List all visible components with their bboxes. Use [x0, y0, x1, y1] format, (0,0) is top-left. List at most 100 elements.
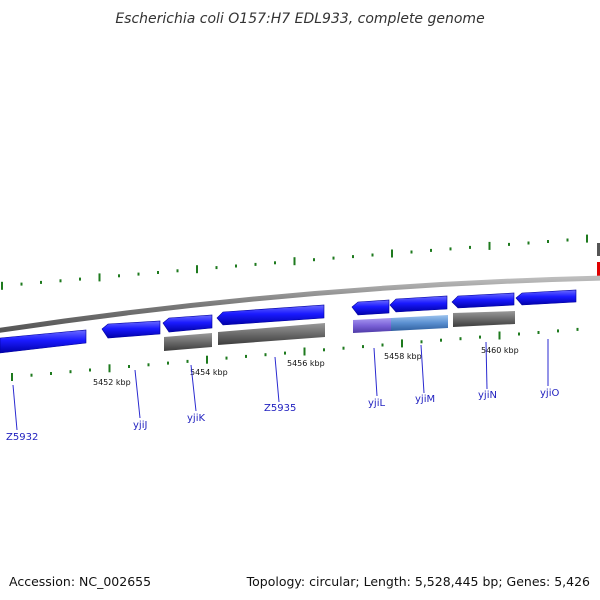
outer-tick-21 — [410, 250, 413, 254]
gene-arrow-yjiL[interactable] — [351, 299, 390, 316]
outer-tick-9 — [176, 269, 179, 273]
gene-label-Z5935[interactable]: Z5935 — [264, 403, 296, 414]
inner-tick-16 — [323, 348, 325, 352]
outer-tick-2 — [40, 280, 42, 284]
gene-label-yjiL[interactable]: yjiL — [368, 398, 385, 409]
outer-tick-3 — [59, 279, 62, 283]
gene-label-yjiM[interactable]: yjiM — [415, 394, 435, 405]
inner-tick-5 — [108, 364, 111, 373]
outer-tick-1 — [20, 282, 23, 286]
inner-tick-15 — [303, 347, 306, 356]
inner-tick-27 — [537, 331, 540, 334]
gene-arrow-yjiM[interactable] — [389, 295, 448, 313]
outer-tick-26 — [508, 242, 510, 246]
inner-tick-4 — [89, 368, 91, 372]
outer-tick-22 — [430, 248, 432, 252]
inner-tick-12 — [245, 354, 247, 358]
map-title: Escherichia coli O157:H7 EDL933, complet… — [115, 11, 484, 27]
inner-tick-9 — [186, 359, 189, 363]
label-line-yjiN — [485, 341, 488, 390]
outer-tick-30 — [586, 234, 588, 243]
gene-arrow-yjiN[interactable] — [451, 292, 515, 309]
label-line-yjiL — [373, 347, 378, 397]
outer-tick-8 — [157, 271, 159, 274]
label-line-yjiK — [190, 364, 197, 412]
outer-tick-24 — [469, 245, 471, 249]
topology-summary: Topology: circular; Length: 5,528,445 bp… — [246, 574, 590, 589]
label-line-yjiM — [420, 344, 425, 394]
scale-label-5454: 5454 kbp — [190, 368, 228, 377]
feature-bar-yjiK[interactable] — [164, 333, 212, 351]
gene-label-yjiJ[interactable]: yjiJ — [133, 420, 147, 431]
outer-tick-row — [1, 234, 588, 290]
inner-tick-row — [11, 327, 579, 381]
feature-bar-yjiL[interactable] — [353, 318, 391, 333]
inner-tick-25 — [498, 331, 501, 340]
scale-labels: 5452 kbp 5454 kbp 5456 kbp 5458 kbp 5460… — [93, 346, 519, 387]
outer-tick-11 — [215, 266, 218, 270]
inner-tick-21 — [420, 340, 423, 344]
inner-tick-29 — [576, 327, 579, 331]
outer-tick-16 — [313, 258, 315, 262]
scale-label-5456: 5456 kbp — [287, 359, 325, 368]
outer-tick-10 — [196, 265, 198, 274]
outer-tick-20 — [391, 249, 393, 258]
gene-label-Z5932[interactable]: Z5932 — [6, 432, 38, 443]
gene-arrow-Z5935[interactable] — [216, 304, 325, 326]
inner-tick-23 — [459, 337, 462, 341]
inner-tick-18 — [362, 345, 364, 349]
inner-tick-13 — [264, 353, 267, 357]
outer-tick-15 — [293, 257, 296, 266]
outer-tick-14 — [274, 261, 276, 265]
inner-tick-28 — [557, 329, 559, 333]
outer-tick-25 — [488, 241, 491, 250]
outer-tick-5 — [98, 273, 101, 282]
gene-arrow-yjiK[interactable] — [162, 314, 213, 333]
gene-label-lines — [12, 339, 549, 431]
inner-tick-26 — [518, 332, 520, 336]
feature-bar-yjiN[interactable] — [453, 311, 515, 327]
outer-tick-18 — [352, 255, 354, 259]
gene-arrow-Z5932[interactable] — [0, 329, 87, 354]
outer-tick-6 — [118, 274, 120, 278]
label-line-Z5932 — [12, 384, 18, 431]
inner-tick-11 — [225, 356, 228, 360]
outer-tick-17 — [332, 256, 335, 260]
outer-tick-13 — [254, 262, 257, 266]
scale-label-5458: 5458 kbp — [384, 352, 422, 361]
red-marker — [597, 243, 600, 276]
gene-label-yjiO[interactable]: yjiO — [540, 388, 559, 399]
gene-labels: Z5932 yjiJ yjiK Z5935 yjiL yjiM yjiN yji… — [6, 388, 559, 443]
inner-tick-2 — [50, 372, 52, 375]
scale-label-5460: 5460 kbp — [481, 346, 519, 355]
inner-tick-17 — [342, 346, 345, 350]
inner-tick-22 — [440, 338, 442, 342]
gene-arrow-yjiO[interactable] — [515, 289, 577, 306]
feature-bar-Z5935[interactable] — [218, 323, 325, 345]
outer-tick-19 — [371, 253, 374, 257]
gene-arrow-yjiJ[interactable] — [101, 320, 161, 339]
inner-tick-24 — [479, 335, 481, 339]
outer-tick-7 — [137, 272, 140, 276]
inner-tick-10 — [206, 355, 208, 364]
outer-tick-28 — [547, 240, 549, 243]
inner-tick-19 — [381, 343, 384, 347]
gene-track — [0, 289, 577, 354]
label-line-Z5935 — [274, 356, 280, 403]
inner-tick-14 — [284, 351, 286, 355]
gene-label-yjiK[interactable]: yjiK — [187, 413, 205, 424]
scale-label-5452: 5452 kbp — [93, 378, 131, 387]
feature-bar-yjiM[interactable] — [391, 315, 448, 331]
genome-backbone — [0, 275, 600, 333]
gene-label-yjiN[interactable]: yjiN — [478, 390, 497, 401]
label-line-yjiJ — [134, 369, 141, 419]
inner-tick-1 — [30, 373, 33, 377]
inner-tick-20 — [401, 339, 403, 348]
inner-tick-3 — [69, 370, 72, 374]
outer-tick-29 — [566, 238, 569, 242]
inner-tick-8 — [167, 361, 169, 365]
outer-tick-0 — [1, 281, 3, 290]
outer-tick-4 — [79, 277, 81, 281]
outer-tick-12 — [235, 264, 237, 268]
